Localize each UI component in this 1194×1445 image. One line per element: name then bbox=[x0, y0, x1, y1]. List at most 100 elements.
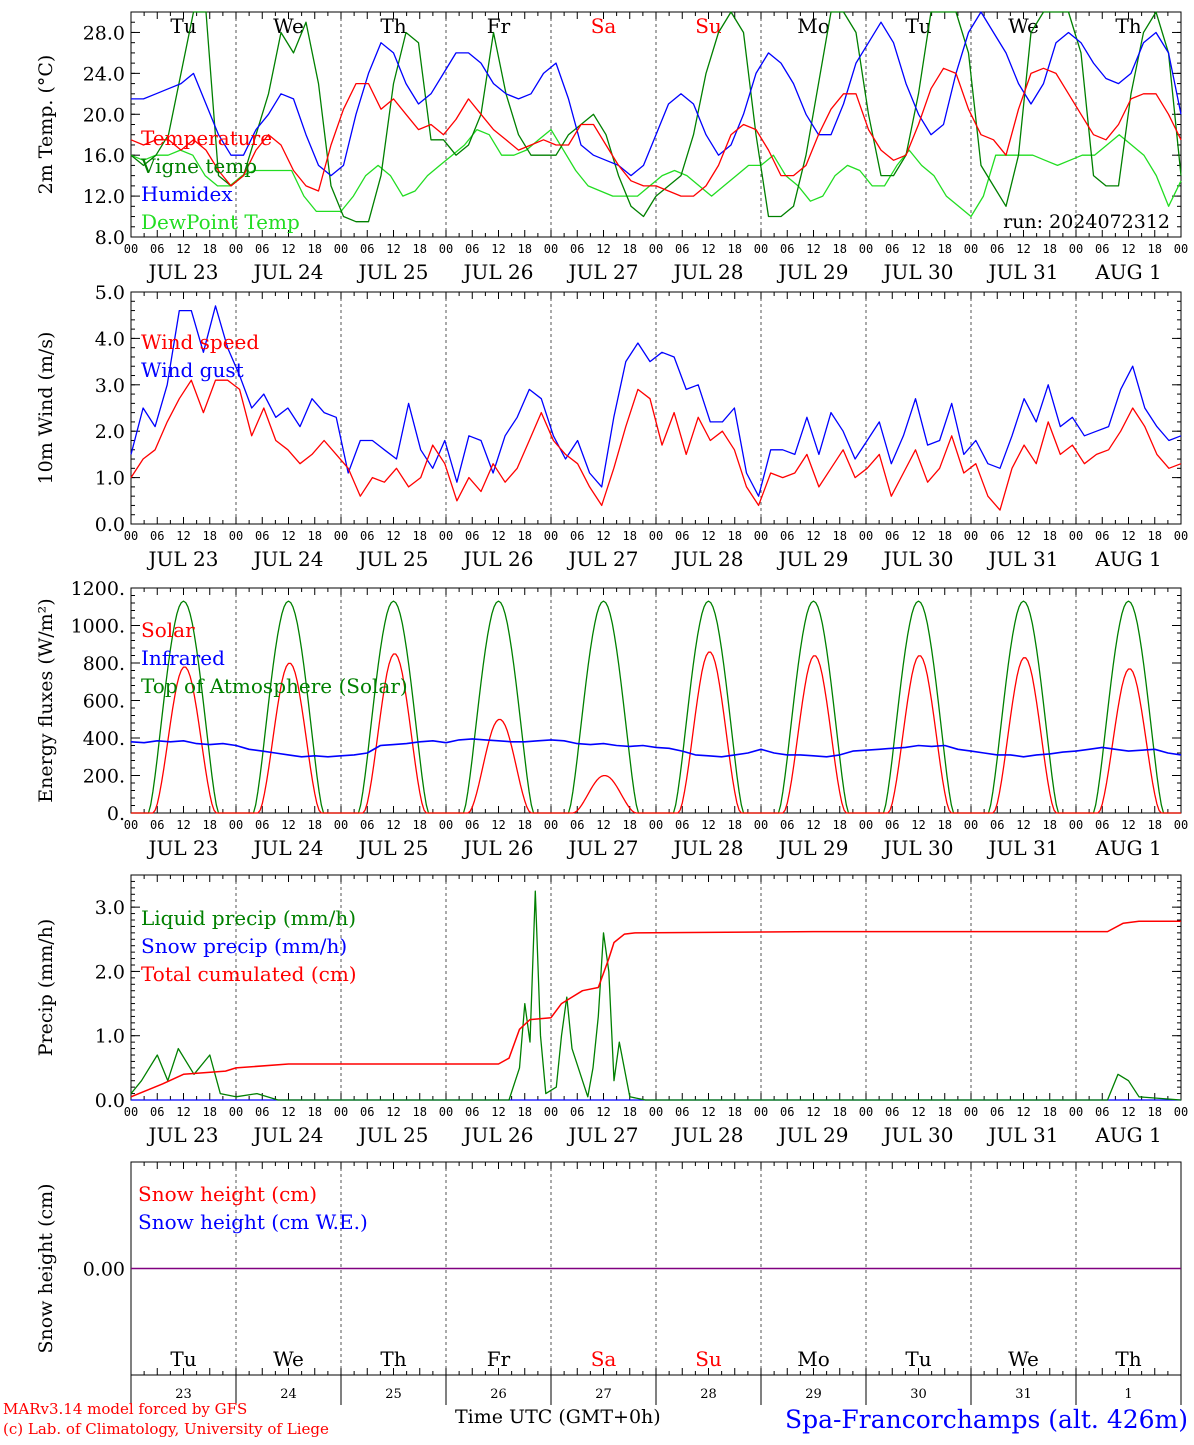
precip-panel: Precip (mm/h) 0.0 1.0 2.0 3.0 Liquid precip (… bbox=[35, 874, 1188, 1147]
hour-tick-label: 12 bbox=[176, 1105, 190, 1119]
y-tick-label: 800. bbox=[83, 653, 125, 675]
y-axis-label: Energy fluxes (W/m²) bbox=[35, 598, 57, 802]
day-label: JUL 30 bbox=[882, 260, 954, 284]
hour-tick-label: 00 bbox=[859, 1105, 873, 1119]
hour-tick-label: 06 bbox=[885, 529, 899, 543]
lab-credit: (c) Lab. of Climatology, University of L… bbox=[3, 1420, 329, 1438]
weekday-label: Tu bbox=[170, 1347, 196, 1371]
day-label: JUL 24 bbox=[252, 260, 324, 284]
hour-tick-label: 18 bbox=[308, 1105, 322, 1119]
hour-tick-label: 06 bbox=[990, 529, 1004, 543]
energy-panel: Energy fluxes (W/m²) 0. 200. 400. 600. 800. 10… bbox=[35, 578, 1188, 860]
hour-tick-label: 12 bbox=[491, 529, 505, 543]
hour-tick-label: 12 bbox=[1016, 242, 1030, 256]
hour-tick-label: 00 bbox=[334, 1105, 348, 1119]
legend-entry: Snow precip (mm/h) bbox=[141, 934, 347, 958]
hour-tick-label: 00 bbox=[334, 529, 348, 543]
hour-tick-label: 18 bbox=[938, 529, 952, 543]
hour-tick-label: 00 bbox=[334, 242, 348, 256]
weekday-label: We bbox=[273, 1347, 304, 1371]
hour-tick-label: 00 bbox=[859, 242, 873, 256]
hour-tick-label: 06 bbox=[780, 529, 794, 543]
day-label: JUL 23 bbox=[147, 1123, 219, 1147]
hour-tick-label: 12 bbox=[281, 818, 295, 832]
legend-entry: DewPoint Temp bbox=[141, 210, 300, 234]
hour-tick-label: 00 bbox=[124, 242, 138, 256]
hour-tick-label: 06 bbox=[1095, 242, 1109, 256]
hour-tick-label: 00 bbox=[1174, 529, 1188, 543]
hour-tick-label: 18 bbox=[728, 1105, 742, 1119]
series-line-vigne-temp bbox=[130, 11, 1182, 223]
y-tick-label: 5.0 bbox=[95, 282, 125, 304]
temperature-panel: 2m Temp. (°C)8.012.016.020.024.028.0 Tu We… bbox=[35, 11, 1188, 284]
hour-tick-label: 06 bbox=[780, 1105, 794, 1119]
hour-tick-label: 06 bbox=[255, 529, 269, 543]
series-line-solar bbox=[131, 651, 1181, 814]
hour-tick-label: 12 bbox=[386, 818, 400, 832]
hour-tick-label: 18 bbox=[518, 242, 532, 256]
hour-tick-label: 12 bbox=[1016, 818, 1030, 832]
day-label: JUL 29 bbox=[777, 1123, 849, 1147]
hour-tick-label: 18 bbox=[203, 529, 217, 543]
hour-tick-label: 00 bbox=[1069, 1105, 1083, 1119]
weekday-label: Su bbox=[695, 1347, 722, 1371]
hour-tick-label: 06 bbox=[150, 529, 164, 543]
hour-tick-label: 00 bbox=[229, 529, 243, 543]
day-label: AUG 1 bbox=[1094, 1123, 1161, 1147]
legend-entry: Vigne temp bbox=[140, 154, 257, 178]
y-tick-label: 12.0 bbox=[83, 186, 125, 208]
day-number-label: 23 bbox=[175, 1387, 192, 1402]
y-tick-label: 1.0 bbox=[95, 468, 125, 490]
hour-tick-label: 18 bbox=[413, 529, 427, 543]
hour-tick-label: 18 bbox=[1148, 818, 1162, 832]
hour-tick-label: 00 bbox=[439, 529, 453, 543]
hour-tick-label: 06 bbox=[360, 1105, 374, 1119]
hour-tick-label: 12 bbox=[1016, 529, 1030, 543]
day-label: JUL 27 bbox=[567, 260, 639, 284]
day-label: JUL 26 bbox=[462, 260, 534, 284]
hour-tick-label: 12 bbox=[1016, 1105, 1030, 1119]
hour-tick-label: 12 bbox=[701, 1105, 715, 1119]
hour-tick-label: 18 bbox=[1043, 818, 1057, 832]
day-label: AUG 1 bbox=[1094, 836, 1161, 860]
hour-tick-label: 12 bbox=[176, 818, 190, 832]
model-credit: MARv3.14 model forced by GFS bbox=[3, 1400, 247, 1418]
hour-tick-label: 00 bbox=[544, 818, 558, 832]
snow-panel: Snow height (cm) 0.00 Snow height (cm) Snow… bbox=[35, 1161, 1182, 1405]
series-line-liquid-precip bbox=[130, 890, 1182, 1101]
hour-tick-label: 18 bbox=[938, 242, 952, 256]
series-line-dewpoint-temp bbox=[130, 128, 1182, 218]
day-label: JUL 23 bbox=[147, 260, 219, 284]
hour-tick-label: 06 bbox=[1095, 818, 1109, 832]
hour-tick-label: 06 bbox=[255, 818, 269, 832]
plot-frame bbox=[130, 587, 1182, 814]
day-label: JUL 29 bbox=[777, 547, 849, 571]
day-label: JUL 24 bbox=[252, 836, 324, 860]
hour-tick-label: 18 bbox=[833, 242, 847, 256]
hour-tick-label: 12 bbox=[911, 529, 925, 543]
hour-tick-label: 00 bbox=[124, 818, 138, 832]
hour-tick-label: 06 bbox=[990, 818, 1004, 832]
hour-tick-label: 00 bbox=[229, 242, 243, 256]
hour-tick-label: 12 bbox=[596, 529, 610, 543]
y-tick-label: 0.0 bbox=[95, 514, 125, 536]
hour-tick-label: 12 bbox=[386, 529, 400, 543]
hour-tick-label: 12 bbox=[281, 242, 295, 256]
hour-tick-label: 06 bbox=[990, 1105, 1004, 1119]
day-label: JUL 30 bbox=[882, 1123, 954, 1147]
hour-tick-label: 06 bbox=[360, 242, 374, 256]
day-number-label: 27 bbox=[595, 1387, 612, 1402]
hour-tick-label: 06 bbox=[570, 242, 584, 256]
hour-tick-label: 12 bbox=[491, 818, 505, 832]
hour-tick-label: 00 bbox=[754, 1105, 768, 1119]
hour-tick-label: 06 bbox=[570, 818, 584, 832]
legend-entry: Total cumulated (cm) bbox=[141, 962, 357, 986]
legend-entry: Temperature bbox=[141, 126, 272, 150]
day-label: JUL 29 bbox=[777, 836, 849, 860]
hour-tick-label: 06 bbox=[360, 818, 374, 832]
hour-tick-label: 18 bbox=[728, 529, 742, 543]
hour-tick-label: 12 bbox=[911, 1105, 925, 1119]
legend-entry: Wind gust bbox=[141, 358, 244, 382]
y-tick-label: 8.0 bbox=[95, 227, 125, 249]
